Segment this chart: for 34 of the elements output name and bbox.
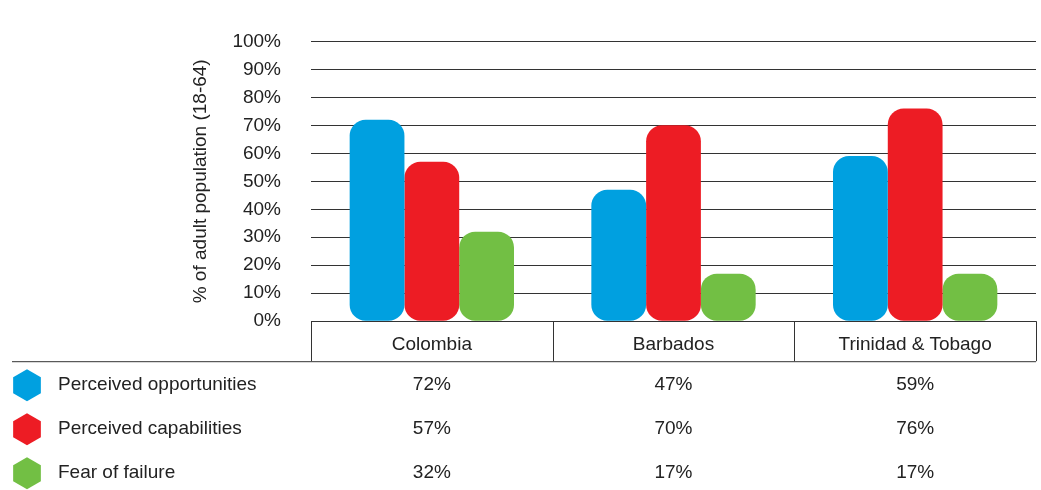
y-tick-label: 0%	[253, 309, 282, 331]
y-tick-label: 20%	[242, 253, 282, 275]
y-tick-label: 40%	[242, 197, 282, 219]
y-tick-label: 80%	[242, 85, 282, 107]
data-label: 57%	[412, 417, 451, 439]
data-label: 17%	[896, 461, 935, 483]
bar	[833, 156, 888, 321]
data-label: 17%	[654, 461, 693, 483]
y-axis-title: % of adult population (18-64)	[188, 59, 210, 304]
x-tick-label: Barbados	[632, 332, 715, 354]
bar	[459, 231, 514, 321]
y-tick-label: 10%	[242, 281, 282, 303]
y-tick-label: 60%	[242, 141, 282, 163]
legend-label: Fear of failure	[58, 461, 176, 483]
bar	[349, 119, 405, 321]
legend-label: Perceived opportunities	[58, 373, 257, 395]
bar	[887, 108, 943, 321]
y-tick-label: 90%	[242, 57, 282, 79]
bar	[404, 161, 460, 321]
y-tick-label: 70%	[242, 113, 282, 135]
bar	[646, 125, 701, 321]
data-label: 32%	[412, 461, 451, 483]
bar	[591, 189, 647, 321]
data-label: 59%	[896, 373, 935, 395]
x-tick-label: Colombia	[391, 332, 473, 354]
x-tick-label: Trinidad & Tobago	[838, 332, 992, 354]
data-label: 70%	[654, 417, 693, 439]
y-tick-label: 100%	[232, 29, 282, 51]
data-label: 72%	[412, 373, 451, 395]
data-label: 47%	[654, 373, 693, 395]
y-tick-label: 50%	[242, 169, 282, 191]
y-tick-label: 30%	[242, 225, 282, 247]
data-label: 76%	[896, 417, 935, 439]
legend-label: Perceived capabilities	[58, 417, 242, 439]
